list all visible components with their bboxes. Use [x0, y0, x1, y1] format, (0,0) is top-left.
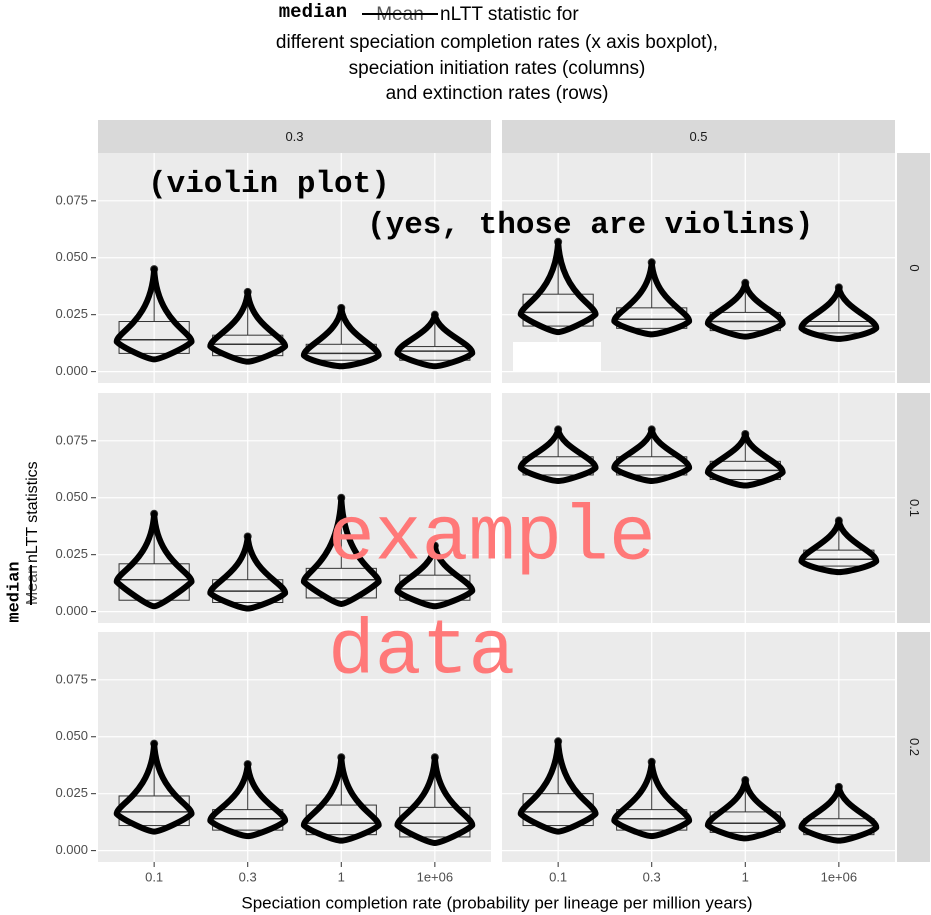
title-line: different speciation completion rates (x…: [276, 32, 718, 53]
violin: [704, 777, 786, 842]
violin: [517, 426, 599, 484]
watermark: example: [328, 495, 656, 583]
y-tick-label: 0.025: [55, 785, 88, 800]
violin: [113, 510, 195, 610]
column-strip-label: 0.5: [689, 129, 707, 144]
row-strip: [897, 632, 930, 862]
y-tick-label: 0.025: [55, 546, 88, 561]
row-strip-label: 0.2: [907, 738, 922, 756]
violin: [300, 754, 382, 844]
violin: [207, 761, 289, 840]
violin: [611, 426, 693, 484]
column-strip: [98, 120, 491, 153]
y-tick-label: 0.075: [55, 432, 88, 447]
violin: [300, 494, 382, 607]
y-tick-label: 0.000: [55, 603, 88, 618]
violin: [394, 542, 476, 610]
violin: [394, 311, 476, 370]
violin: [798, 284, 880, 342]
title-line: nLTT statistic for: [440, 4, 579, 25]
white-patch: [513, 342, 601, 371]
violin: [113, 266, 195, 363]
row-strip-label: 0: [907, 264, 922, 271]
y-tick-label: 0.075: [55, 192, 88, 207]
x-tick-label: 1: [338, 869, 345, 884]
panel: [98, 393, 491, 623]
x-tick-label: 1: [742, 869, 749, 884]
y-tick-label: 0.025: [55, 306, 88, 321]
violin: [798, 783, 880, 844]
y-axis-label: nLTT statistics: [24, 461, 41, 563]
row-strip-label: 0.1: [907, 499, 922, 517]
x-tick-label: 0.3: [239, 869, 257, 884]
violin: [798, 517, 880, 576]
violin: [394, 754, 476, 846]
x-axis-label: Speciation completion rate (probability …: [241, 893, 752, 912]
violin: [704, 430, 786, 489]
panel: [502, 632, 895, 862]
y-tick-label: 0.000: [55, 363, 88, 378]
y-tick-label: 0.050: [55, 249, 88, 264]
y-tick-label: 0.075: [55, 671, 88, 686]
y-tick-label: 0.000: [55, 842, 88, 857]
title-correction: median: [279, 1, 347, 23]
violin: [300, 304, 382, 370]
violin: [611, 758, 693, 840]
violin: [207, 533, 289, 612]
x-tick-label: 1e+06: [417, 869, 454, 884]
violin: [517, 238, 599, 336]
x-tick-label: 0.1: [549, 869, 567, 884]
x-tick-label: 0.1: [145, 869, 163, 884]
row-strip: [897, 393, 930, 623]
y-tick-label: 0.050: [55, 489, 88, 504]
violin-note: (violin plot): [148, 167, 390, 202]
violin: [517, 738, 599, 835]
watermark: data: [328, 609, 515, 697]
title-line: and extinction rates (rows): [386, 83, 609, 104]
column-strip: [502, 120, 895, 153]
overlay: (violin plot) (yes, those are violins) e…: [148, 167, 813, 696]
violin: [611, 259, 693, 338]
panel: [98, 153, 491, 383]
column-strip-label: 0.3: [285, 129, 303, 144]
row-strip: [897, 153, 930, 383]
violin: [704, 279, 786, 340]
y-axis-label-group: Mean nLTT statistics: [24, 461, 41, 605]
y-label-correction: median: [5, 561, 24, 622]
violin-note: (yes, those are violins): [367, 208, 813, 243]
panel: [502, 393, 895, 623]
violin: [207, 288, 289, 365]
violin: [113, 740, 195, 835]
panels: 0.3 0.5 0 0.000 0.025 0.050 0.075 0.1 0.000 0.025…: [55, 120, 930, 884]
y-label-struck-word: Mean: [24, 565, 41, 605]
x-tick-label: 1e+06: [821, 869, 858, 884]
y-tick-label: 0.050: [55, 728, 88, 743]
title-line: speciation initiation rates (columns): [349, 58, 646, 79]
x-tick-label: 0.3: [643, 869, 661, 884]
